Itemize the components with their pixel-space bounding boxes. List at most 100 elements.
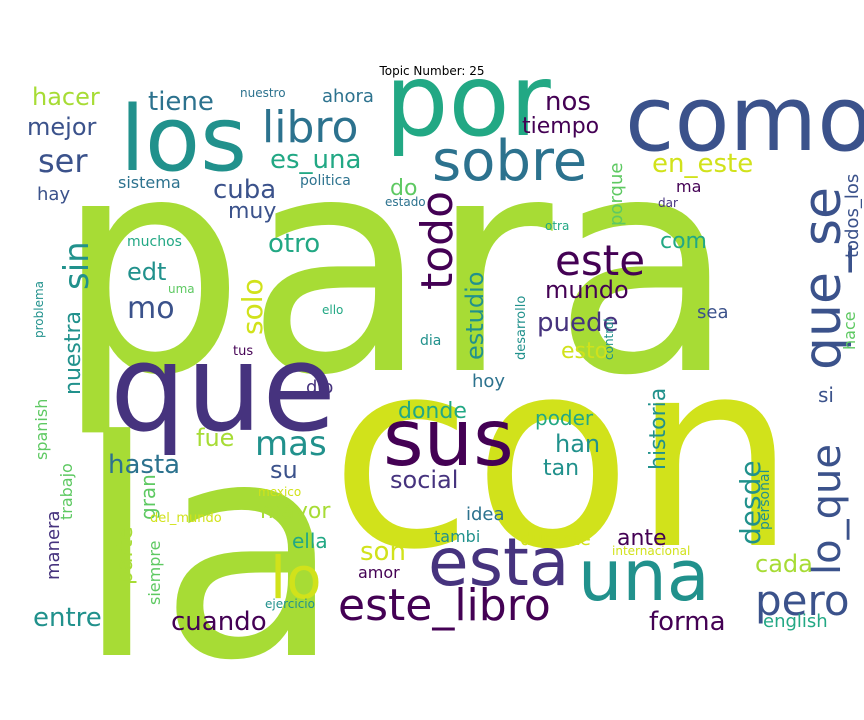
- word-com: com: [660, 229, 707, 254]
- word-manera: manera: [43, 511, 64, 580]
- word-una: una: [578, 535, 710, 617]
- word-en-este: en_este: [652, 149, 753, 179]
- word-amor: amor: [358, 563, 400, 582]
- word-ante: ante: [617, 526, 667, 551]
- word-donde: donde: [398, 399, 467, 424]
- word-nuestro: nuestro: [240, 86, 286, 100]
- word-control: control: [602, 318, 616, 360]
- word-otra: otra: [545, 219, 569, 233]
- word-sus: sus: [383, 394, 514, 484]
- word-que-se: que_se: [793, 187, 853, 370]
- word-otro: otro: [268, 229, 320, 259]
- word-que: que: [110, 320, 336, 459]
- word-internacional: internacional: [612, 544, 690, 558]
- word-mo: mo: [127, 291, 175, 326]
- word-mundo: mundo: [545, 276, 629, 304]
- word-tan: tan: [543, 456, 579, 481]
- word-la: la: [75, 377, 342, 720]
- word-personal: personal: [757, 470, 773, 530]
- word-ello: ello: [322, 303, 343, 317]
- word-por: por: [385, 42, 552, 159]
- word-hay: hay: [37, 184, 70, 205]
- word-sistema: sistema: [118, 173, 181, 192]
- word-con: con: [330, 305, 797, 607]
- word-desde: desde: [734, 460, 767, 545]
- word-edt: edt: [127, 258, 166, 286]
- word-este-libro: este_libro: [338, 580, 551, 631]
- word-politica: politica: [300, 173, 351, 189]
- word-social: social: [390, 466, 458, 494]
- word-puede: puede: [537, 308, 618, 338]
- word-trabajo: trabajo: [57, 463, 76, 520]
- word-sea: sea: [697, 302, 728, 323]
- word-del-mundo: del_mundo: [150, 511, 222, 526]
- word-sobre: sobre: [432, 129, 587, 194]
- word-muchos: muchos: [127, 234, 182, 250]
- word-durante: durante: [520, 529, 591, 550]
- word-su: su: [270, 456, 298, 484]
- word-cuba: cuba: [213, 175, 276, 205]
- word-fue: fue: [196, 424, 234, 452]
- word-lo-que: lo_que: [804, 444, 850, 575]
- word-english: english: [763, 611, 828, 632]
- word-esto: esto: [561, 339, 608, 364]
- word-sin: sin: [57, 241, 97, 290]
- word-para: para: [55, 92, 736, 441]
- word-historia: historia: [646, 388, 671, 470]
- word-ella: ella: [292, 529, 328, 553]
- word-hoy: hoy: [472, 371, 505, 392]
- word-hasta: hasta: [108, 450, 180, 480]
- word-entre: entre: [33, 603, 102, 633]
- word-ma: ma: [676, 177, 701, 196]
- word-dio: dio: [306, 377, 333, 398]
- word-siempre: siempre: [145, 541, 164, 605]
- word-esta: esta: [428, 524, 569, 601]
- word-mejor: mejor: [27, 113, 96, 141]
- word-todo: todo: [412, 191, 463, 290]
- word-todos-los: todos_los: [842, 174, 863, 258]
- word-estudio: estudio: [461, 272, 489, 360]
- word-forma: forma: [649, 607, 726, 637]
- word-pero: pero: [755, 576, 850, 625]
- word-hace: hace: [840, 311, 859, 350]
- word-dia: dia: [420, 333, 441, 349]
- word-ejercicio: ejercicio: [265, 597, 315, 611]
- word-son: son: [360, 537, 406, 567]
- word-porque: porque: [606, 163, 627, 226]
- word-tiempo: tiempo: [522, 114, 599, 139]
- word-mas: mas: [255, 424, 327, 464]
- word-poder: poder: [535, 406, 594, 430]
- word-ser: ser: [38, 142, 88, 180]
- word-hacer: hacer: [32, 83, 100, 111]
- word-desarrollo: desarrollo: [514, 296, 529, 360]
- word-tiene: tiene: [148, 87, 214, 117]
- word-cuando: cuando: [171, 607, 267, 637]
- word-mayor: mayor: [260, 499, 331, 524]
- word-si: si: [818, 383, 834, 407]
- word-dar: dar: [658, 196, 678, 210]
- word-nuestra: nuestra: [61, 311, 86, 395]
- word-idea: idea: [466, 504, 505, 525]
- word-ahora: ahora: [322, 86, 374, 107]
- word-nos: nos: [545, 87, 591, 117]
- word-spanish: spanish: [32, 399, 51, 460]
- word-libro: libro: [262, 102, 358, 153]
- word-como: como: [625, 67, 864, 172]
- word-muy: muy: [228, 199, 276, 224]
- word-gran: gran: [136, 474, 160, 520]
- word-cada: cada: [755, 550, 813, 578]
- word-este: este: [555, 236, 645, 285]
- word-parte: parte: [113, 526, 138, 585]
- word-estado: estado: [385, 195, 426, 209]
- word-tambi: tambi: [434, 527, 480, 546]
- word-tus: tus: [233, 344, 253, 359]
- word-lo: lo: [270, 544, 322, 612]
- word-han: han: [555, 430, 600, 458]
- word-solo: solo: [236, 278, 269, 335]
- word-do: do: [390, 176, 417, 201]
- word-problema: problema: [32, 281, 46, 338]
- word-los: los: [120, 87, 247, 192]
- chart-title: Topic Number: 25: [379, 64, 485, 78]
- word-uma: uma: [168, 282, 195, 296]
